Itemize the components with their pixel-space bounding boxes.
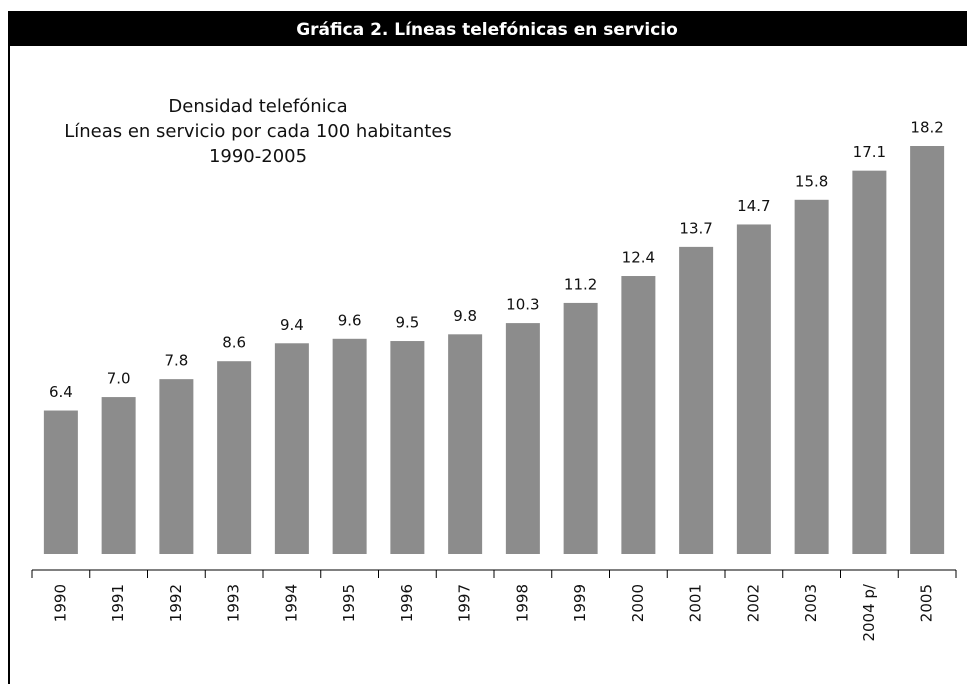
value-label: 9.8 <box>453 307 477 325</box>
x-tick-label: 2001 <box>687 584 705 622</box>
value-label: 18.2 <box>910 119 943 137</box>
value-label: 9.4 <box>280 316 304 334</box>
value-label: 8.6 <box>222 334 246 352</box>
x-tick-label: 1991 <box>109 584 127 622</box>
x-tick-label: 1992 <box>167 584 185 622</box>
bar <box>852 170 887 554</box>
x-tick-label: 1998 <box>513 584 531 622</box>
subtitle: 1990-2005 <box>209 146 307 167</box>
x-tick-label: 1999 <box>571 584 589 622</box>
value-label: 11.2 <box>564 275 597 293</box>
subtitle: Densidad telefónica <box>168 96 347 117</box>
bar <box>43 410 78 554</box>
value-label: 9.6 <box>338 311 362 329</box>
bar <box>679 246 714 554</box>
value-label: 9.5 <box>395 314 419 332</box>
bar <box>390 341 425 554</box>
header-bar <box>8 11 967 46</box>
value-label: 12.4 <box>622 249 655 267</box>
bar <box>274 343 309 554</box>
value-label: 6.4 <box>49 383 73 401</box>
x-tick-label: 1997 <box>456 584 474 622</box>
value-label: 13.7 <box>679 219 712 237</box>
bar <box>505 323 540 554</box>
value-label: 7.0 <box>107 370 131 388</box>
value-label: 15.8 <box>795 172 828 190</box>
x-tick-label: 1993 <box>225 584 243 622</box>
bar <box>563 302 598 554</box>
x-tick-label: 2003 <box>802 584 820 622</box>
x-tick-label: 2002 <box>744 584 762 622</box>
value-label: 10.3 <box>506 296 539 314</box>
x-tick-label: 1994 <box>282 584 300 622</box>
x-tick-label: 2000 <box>629 584 647 622</box>
value-label: 17.1 <box>853 143 886 161</box>
value-label: 7.8 <box>164 352 188 370</box>
x-tick-label: 2005 <box>918 584 936 622</box>
bar <box>217 361 252 554</box>
bar <box>101 397 136 554</box>
bar <box>332 338 367 554</box>
value-label: 14.7 <box>737 197 770 215</box>
subtitle: Líneas en servicio por cada 100 habitant… <box>64 121 452 142</box>
bar <box>736 224 771 554</box>
bar <box>621 276 656 554</box>
x-tick-label: 1995 <box>340 584 358 622</box>
x-tick-label: 1996 <box>398 584 416 622</box>
x-tick-label: 1990 <box>51 584 69 622</box>
bar <box>159 379 194 554</box>
bar <box>794 199 829 555</box>
bar <box>448 334 483 554</box>
x-tick-label: 2004 p/ <box>860 583 878 641</box>
bar <box>910 146 945 554</box>
chart-title: Gráfica 2. Líneas telefónicas en servici… <box>296 20 678 40</box>
